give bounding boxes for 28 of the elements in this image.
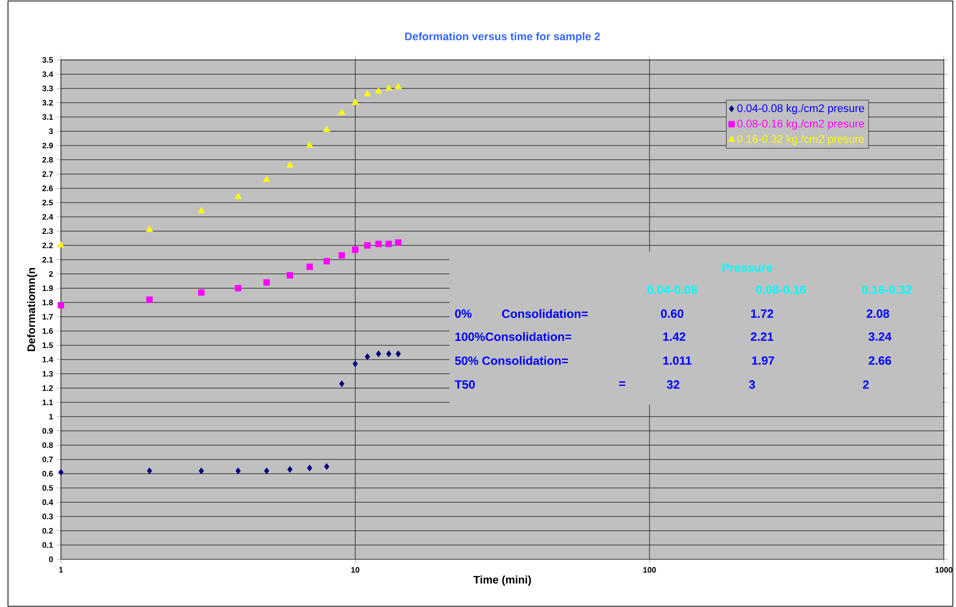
annotation: 1.42 bbox=[663, 332, 686, 341]
annotation: 0% bbox=[455, 309, 472, 318]
legend-label: 0.04-0.08 kg./cm2 presure bbox=[737, 104, 864, 114]
annotation: Consolidation= bbox=[502, 309, 588, 318]
annotation: 50% Consolidation= bbox=[455, 356, 568, 365]
annotation: 32 bbox=[666, 380, 680, 389]
annotation: 1.97 bbox=[752, 356, 774, 365]
chart-title: Deformation versus time for sample 2 bbox=[405, 32, 600, 42]
annotation: 100%Consolidation= bbox=[455, 332, 572, 341]
annotation: 1.72 bbox=[751, 309, 774, 318]
annotation: 2.08 bbox=[866, 309, 890, 318]
y-axis-title: Deformatiomn(n bbox=[27, 268, 38, 352]
legend-label: 0.08-0.16 kg./cm2 presure bbox=[737, 119, 864, 130]
annotation: 2.21 bbox=[750, 332, 774, 341]
annotation: 2 bbox=[863, 380, 869, 389]
annotation: 0.60 bbox=[661, 309, 684, 318]
annotation: 0.16-0.32 bbox=[862, 285, 912, 294]
x-axis-title: Time (mini) bbox=[473, 575, 531, 586]
annotation: T50 bbox=[454, 380, 475, 389]
annotation: 0.04-0.08 bbox=[647, 285, 698, 294]
legend-label: 0.16-0.32 kg./cm2 presure bbox=[737, 134, 864, 145]
annotation: = bbox=[619, 381, 626, 386]
annotation: 3 bbox=[749, 380, 755, 389]
annotation: Pressure bbox=[722, 263, 772, 272]
annotation: 1.011 bbox=[663, 356, 692, 365]
annotation: 2.66 bbox=[868, 356, 892, 365]
annotation: 0.08-0.16 bbox=[756, 285, 806, 294]
annotation: 3.24 bbox=[868, 332, 892, 341]
